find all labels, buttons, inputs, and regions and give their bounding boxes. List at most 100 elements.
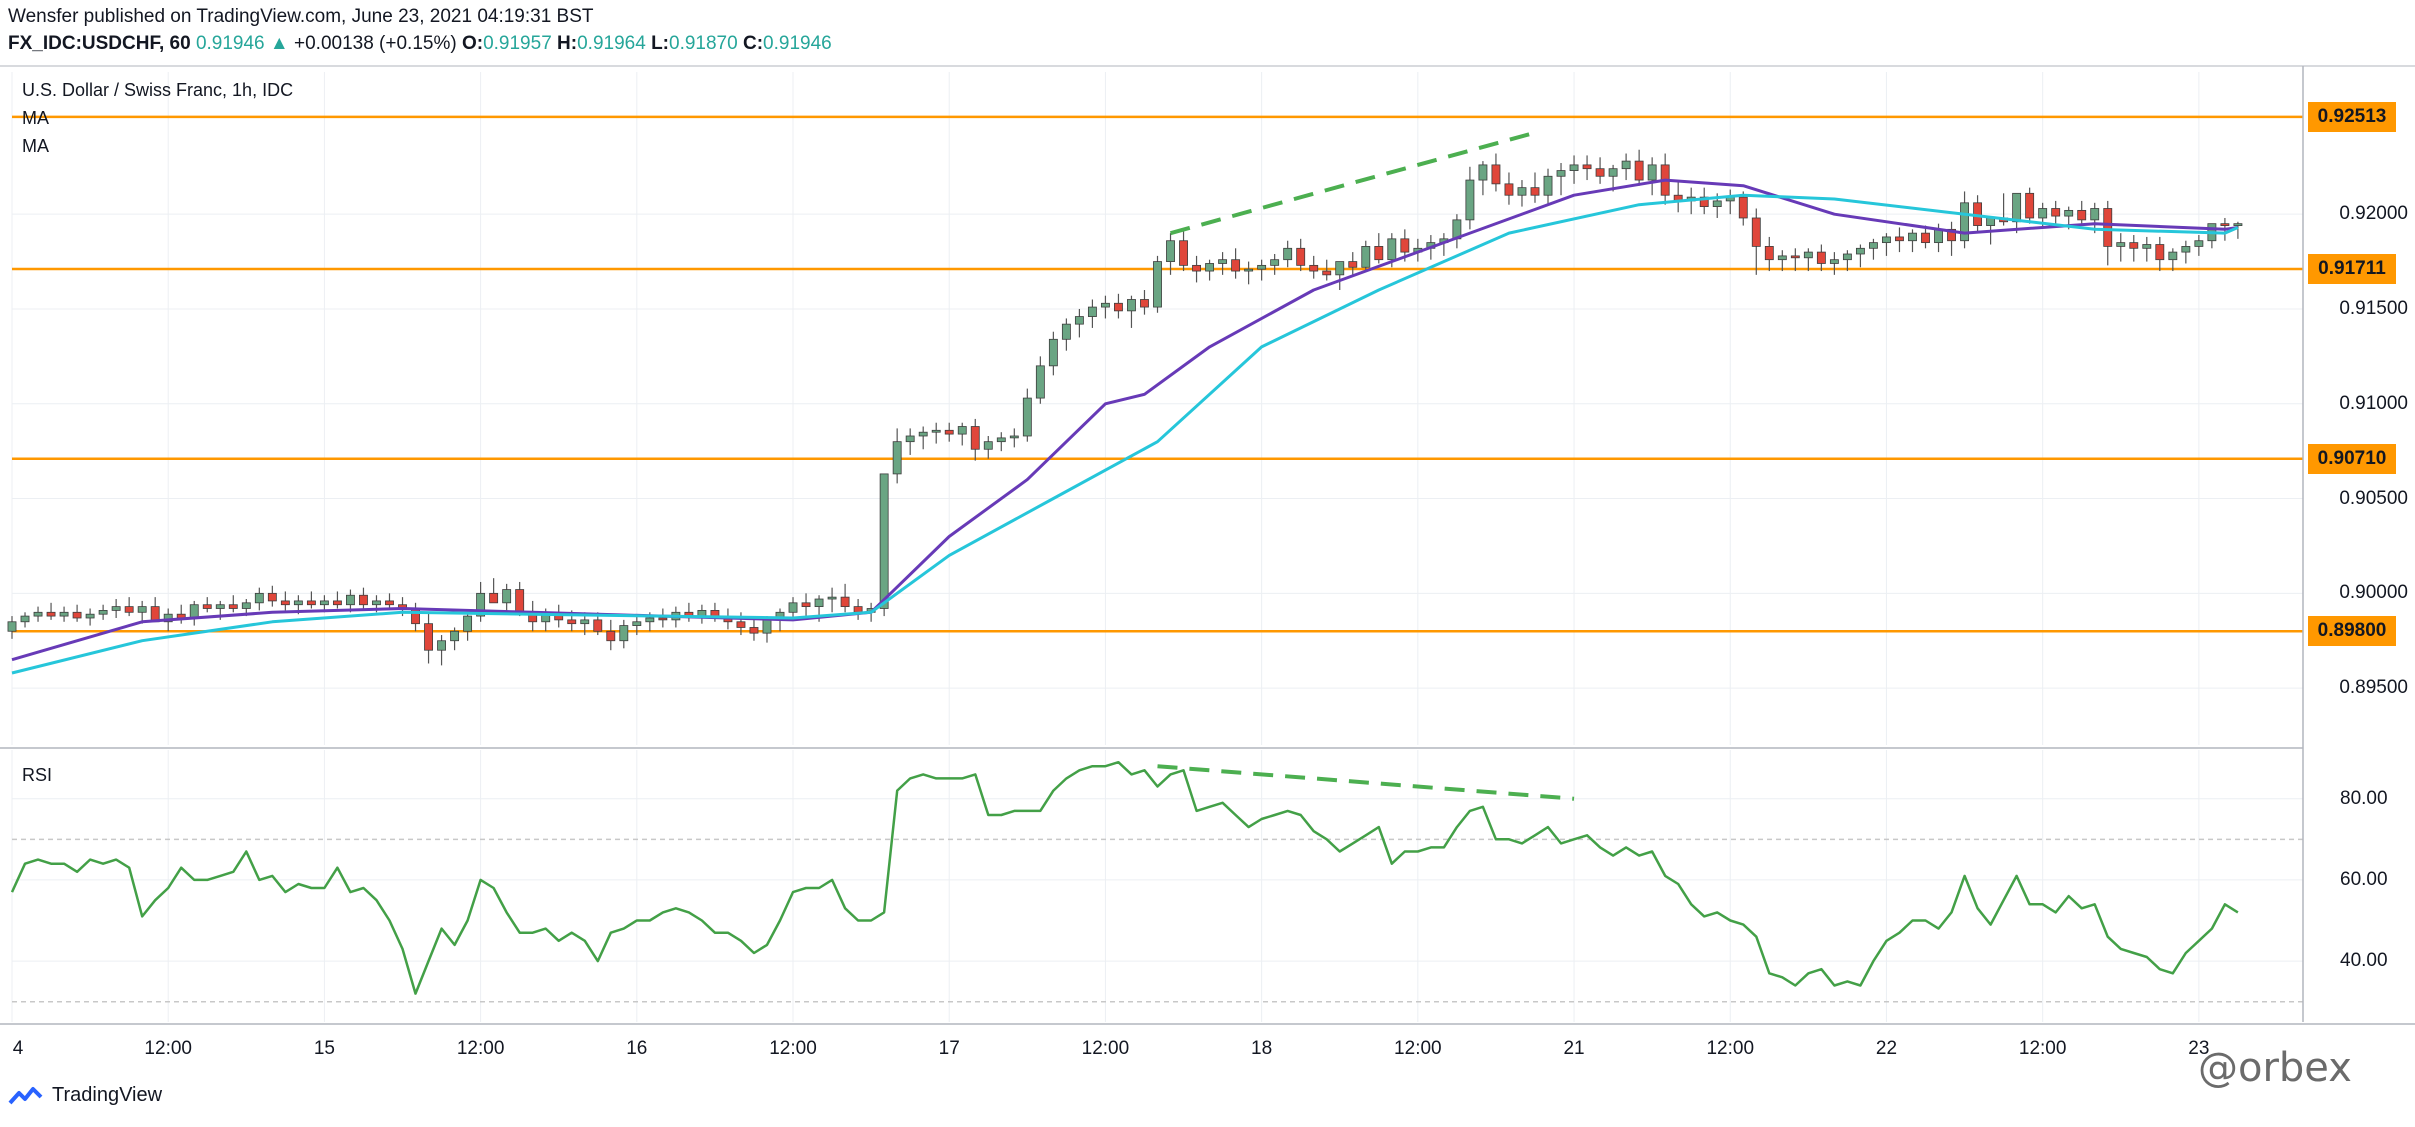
time-tick-label: 12:00 [2018,1038,2067,1059]
candle-body [1374,246,1384,261]
candle-body [241,602,251,609]
candle-body [1361,246,1371,268]
candle-body [385,600,394,606]
candle-body [1218,259,1228,264]
time-tick-label: 12:00 [456,1038,505,1059]
level-price-badge: 0.92513 [2308,101,2396,132]
candle-body [1947,228,1956,242]
candle-body [1699,196,1709,207]
candles [7,149,2243,666]
candle-body [1335,261,1345,276]
candle-body [2155,244,2165,261]
candle-body [1621,160,1631,170]
candle-body [905,435,915,443]
candle-body [2116,242,2126,247]
candle-body [2038,208,2048,219]
candle-body [46,611,56,617]
candle-body [1387,238,1397,261]
candle-body [98,610,108,615]
tradingview-logo[interactable]: TradingView [8,1084,162,1107]
candle-body [1127,299,1136,312]
candle-body [1035,365,1045,399]
candle-body [1751,217,1761,247]
candle-body [189,604,199,619]
open-label: O: [461,33,484,54]
candle-body [1348,261,1358,268]
rsi-line [10,760,2239,995]
time-tick-label: 12:00 [1706,1038,1755,1059]
candle-body [593,619,603,632]
time-tick-label: 23 [2188,1038,2210,1059]
candle-body [619,625,629,642]
candle-body [944,429,954,435]
candle-body [2181,246,2191,253]
candle-body [814,598,824,608]
candle-body [111,606,121,611]
ma-label-1[interactable]: MA [22,108,49,128]
candle-body [1478,164,1488,181]
candle-body [1595,168,1605,177]
candle-body [1087,306,1097,317]
candle-body [2090,208,2100,221]
symbol-name[interactable]: FX_IDC:USDCHF, 60 [8,33,191,54]
candle-body [1231,259,1241,272]
candle-body [515,589,525,613]
candle-body [1153,261,1162,308]
ma-label-2[interactable]: MA [22,136,49,156]
candle-body [1504,183,1514,196]
rsi-tick-label: 40.00 [2340,950,2388,972]
open-value: 0.91957 [483,33,552,54]
candle-body [840,596,850,608]
candle-body [801,602,811,608]
candle-body [2012,192,2022,223]
candle-body [918,431,928,437]
candle-body [658,617,668,621]
candle-body [1556,170,1566,177]
candle-body [7,621,17,632]
candle-body [567,619,577,625]
candle-body [2168,251,2178,261]
candle-body [892,441,902,475]
low-value: 0.91870 [669,33,738,54]
candle-body [332,600,342,606]
candle-body [762,619,772,634]
candle-body [1257,264,1267,270]
candle-body [424,623,433,651]
time-tick-label: 18 [1251,1038,1273,1059]
main-panel-title[interactable]: U.S. Dollar / Swiss Franc, 1h, IDC [22,80,294,100]
candle-body [1543,175,1553,196]
candle-body [1647,164,1657,181]
candle-body [1777,255,1787,261]
candle-body [411,608,420,625]
price-tick-label: 0.90500 [2339,487,2408,509]
candle-body [59,611,69,617]
candle-body [1530,187,1540,196]
rsi-plot [10,760,2239,995]
candle-body [853,606,863,613]
candle-body [1895,236,1904,242]
candle-body [957,426,967,435]
low-label: L: [651,33,670,54]
rsi-panel-title[interactable]: RSI [22,765,53,785]
candle-body [1712,200,1722,207]
candle-body [1934,228,1943,244]
candle-body [1100,302,1110,308]
rsi-divergence-line [1157,764,1575,801]
candle-body [1270,259,1280,266]
price-tick-label: 0.91500 [2339,297,2408,319]
candle-body [1061,323,1071,340]
change-up-icon: ▲ [269,33,289,54]
candle-body [1517,187,1527,196]
publish-info: Wensfer published on TradingView.com, Ju… [8,6,594,27]
divergence-lines [1157,130,1575,801]
candle-body [1869,242,1878,249]
candle-body [2194,240,2204,247]
price-divergence-line [1169,130,1536,236]
candle-body [2233,223,2243,226]
price-tick-label: 0.90000 [2339,582,2408,604]
candle-body [85,613,95,619]
price-tick-label: 0.91000 [2339,392,2408,414]
candle-body [254,592,264,604]
candle-body [124,606,134,613]
